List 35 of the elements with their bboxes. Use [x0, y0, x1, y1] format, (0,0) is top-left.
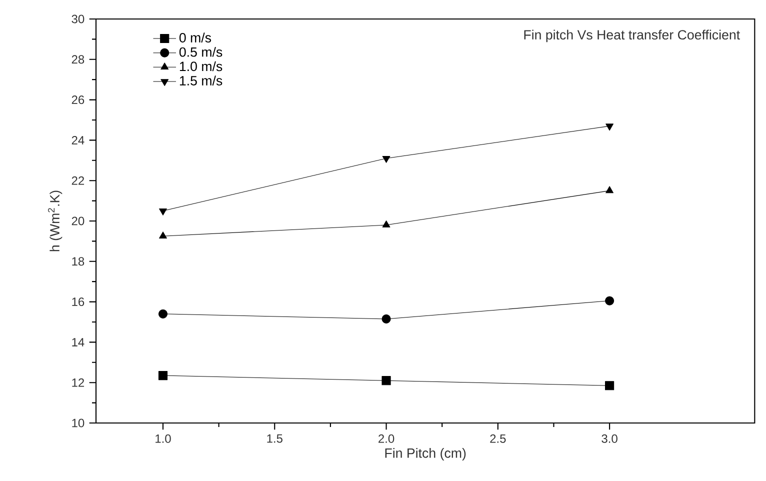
point: [382, 376, 391, 386]
legend-label: 1.0 m/s: [180, 61, 222, 72]
y-axis-title: h (Wm$^{2}$.K): [48, 190, 62, 252]
point: [382, 156, 390, 163]
y-tick-label: 14: [72, 338, 84, 346]
legend-label: 0.5 m/s: [179, 47, 222, 57]
point: [606, 124, 614, 131]
y-tick-label: 22: [72, 176, 84, 185]
y-tick-label: 12: [72, 378, 84, 387]
point: [382, 314, 391, 324]
x-tick-label: 2.0: [378, 434, 394, 443]
point: [605, 296, 614, 306]
legend-label: 1.5 m/s: [180, 76, 222, 86]
y-tick-label: 10: [72, 418, 84, 428]
x-tick-label: 3.0: [602, 434, 618, 443]
point: [158, 370, 168, 380]
x-tick-label: 1.0: [156, 434, 171, 443]
y-tick-label: 28: [72, 55, 84, 64]
point: [158, 309, 168, 318]
point: [605, 381, 614, 390]
y-tick-label: 30: [72, 14, 84, 24]
text: Fin pitch Vs Heat transfer Coefficient: [524, 30, 740, 42]
point: [159, 232, 167, 239]
y-tick-label: 24: [72, 136, 84, 144]
point: [382, 220, 390, 228]
y-tick-label: 18: [72, 257, 84, 266]
point: [606, 186, 614, 194]
x-axis-title: Fin Pitch (cm): [385, 448, 466, 460]
y-tick-label: 20: [72, 216, 84, 226]
x-tick-label: 1.5: [267, 434, 282, 443]
y-tick-label: 26: [72, 96, 84, 104]
y-tick-label: 16: [72, 298, 84, 306]
legend-label: 0 m/s: [179, 32, 212, 42]
x-tick-label: 2.5: [490, 434, 506, 443]
point: [159, 208, 167, 216]
